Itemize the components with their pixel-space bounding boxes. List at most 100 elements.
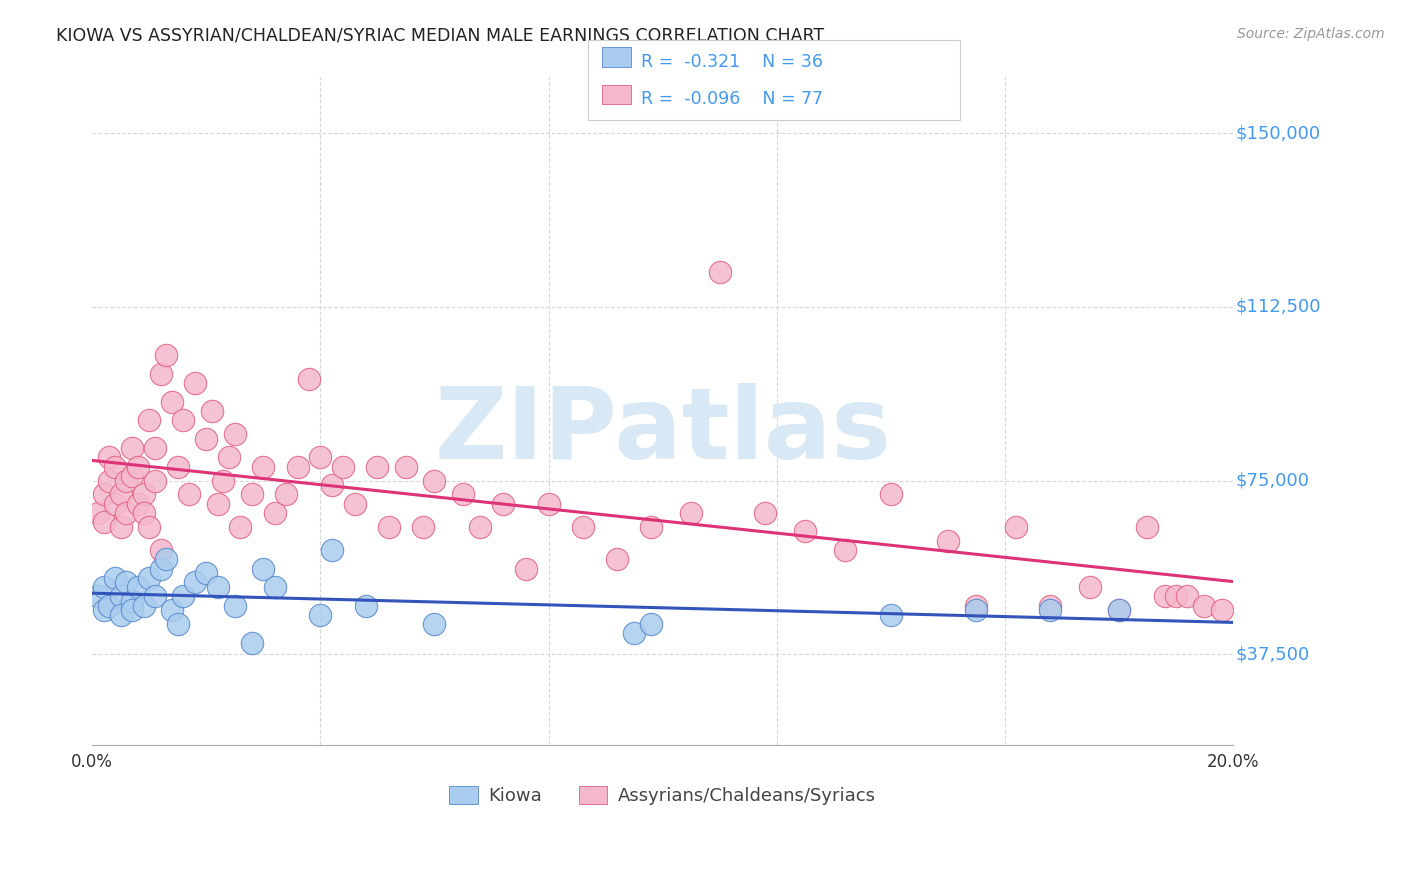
- Point: [127, 459, 149, 474]
- Point: [451, 487, 474, 501]
- Point: [121, 469, 143, 483]
- Point: [1153, 590, 1175, 604]
- Point: [143, 441, 166, 455]
- Text: ZIPatlas: ZIPatlas: [434, 383, 891, 480]
- Point: [207, 497, 229, 511]
- Point: [104, 459, 127, 474]
- Text: $37,500: $37,500: [1236, 645, 1309, 664]
- Point: [98, 474, 121, 488]
- Point: [343, 497, 366, 511]
- Point: [184, 575, 207, 590]
- Point: [224, 427, 246, 442]
- Point: [110, 590, 132, 604]
- Point: [640, 617, 662, 632]
- Point: [93, 603, 115, 617]
- Point: [321, 478, 343, 492]
- Point: [138, 413, 160, 427]
- Point: [1194, 599, 1216, 613]
- Text: KIOWA VS ASSYRIAN/CHALDEAN/SYRIAC MEDIAN MALE EARNINGS CORRELATION CHART: KIOWA VS ASSYRIAN/CHALDEAN/SYRIAC MEDIAN…: [56, 27, 824, 45]
- Point: [681, 506, 703, 520]
- Point: [201, 404, 224, 418]
- Point: [121, 594, 143, 608]
- Point: [623, 626, 645, 640]
- Point: [1108, 603, 1130, 617]
- Point: [115, 474, 138, 488]
- Point: [354, 599, 377, 613]
- Point: [143, 590, 166, 604]
- Point: [515, 561, 537, 575]
- Point: [115, 506, 138, 520]
- Point: [127, 497, 149, 511]
- Text: R =  -0.096    N = 77: R = -0.096 N = 77: [641, 90, 824, 108]
- Point: [149, 561, 172, 575]
- Point: [965, 599, 987, 613]
- Point: [274, 487, 297, 501]
- Point: [1005, 520, 1028, 534]
- Point: [115, 575, 138, 590]
- Point: [263, 506, 285, 520]
- Point: [240, 487, 263, 501]
- Point: [132, 599, 155, 613]
- Point: [110, 487, 132, 501]
- Point: [121, 441, 143, 455]
- Point: [195, 432, 218, 446]
- Point: [936, 533, 959, 548]
- Point: [98, 599, 121, 613]
- Point: [468, 520, 491, 534]
- Point: [98, 450, 121, 465]
- Point: [240, 635, 263, 649]
- Point: [143, 474, 166, 488]
- Point: [709, 265, 731, 279]
- Point: [160, 394, 183, 409]
- Point: [149, 543, 172, 558]
- Point: [155, 348, 177, 362]
- Point: [172, 413, 194, 427]
- Point: [195, 566, 218, 581]
- Point: [1177, 590, 1199, 604]
- Point: [184, 376, 207, 391]
- Point: [309, 450, 332, 465]
- Point: [366, 459, 388, 474]
- Point: [110, 520, 132, 534]
- Point: [138, 571, 160, 585]
- Point: [571, 520, 593, 534]
- Point: [132, 487, 155, 501]
- Point: [395, 459, 418, 474]
- Point: [880, 607, 903, 622]
- Point: [378, 520, 401, 534]
- Point: [110, 607, 132, 622]
- Point: [640, 520, 662, 534]
- Point: [412, 520, 434, 534]
- Point: [252, 561, 274, 575]
- Point: [229, 520, 252, 534]
- Point: [252, 459, 274, 474]
- Point: [93, 515, 115, 529]
- Point: [1080, 580, 1102, 594]
- Point: [298, 371, 321, 385]
- Point: [93, 487, 115, 501]
- Point: [1164, 590, 1187, 604]
- Point: [207, 580, 229, 594]
- Text: $150,000: $150,000: [1236, 124, 1320, 142]
- Point: [127, 580, 149, 594]
- Text: Source: ZipAtlas.com: Source: ZipAtlas.com: [1237, 27, 1385, 41]
- Point: [309, 607, 332, 622]
- Point: [132, 506, 155, 520]
- Point: [537, 497, 560, 511]
- Point: [93, 580, 115, 594]
- Point: [212, 474, 235, 488]
- Point: [754, 506, 776, 520]
- Text: $75,000: $75,000: [1236, 472, 1309, 490]
- Text: $112,500: $112,500: [1236, 298, 1320, 316]
- Point: [321, 543, 343, 558]
- Point: [155, 552, 177, 566]
- Point: [423, 474, 446, 488]
- Point: [179, 487, 201, 501]
- Point: [104, 571, 127, 585]
- Point: [1039, 599, 1062, 613]
- Point: [1039, 603, 1062, 617]
- Point: [423, 617, 446, 632]
- Point: [606, 552, 628, 566]
- Point: [287, 459, 309, 474]
- Point: [263, 580, 285, 594]
